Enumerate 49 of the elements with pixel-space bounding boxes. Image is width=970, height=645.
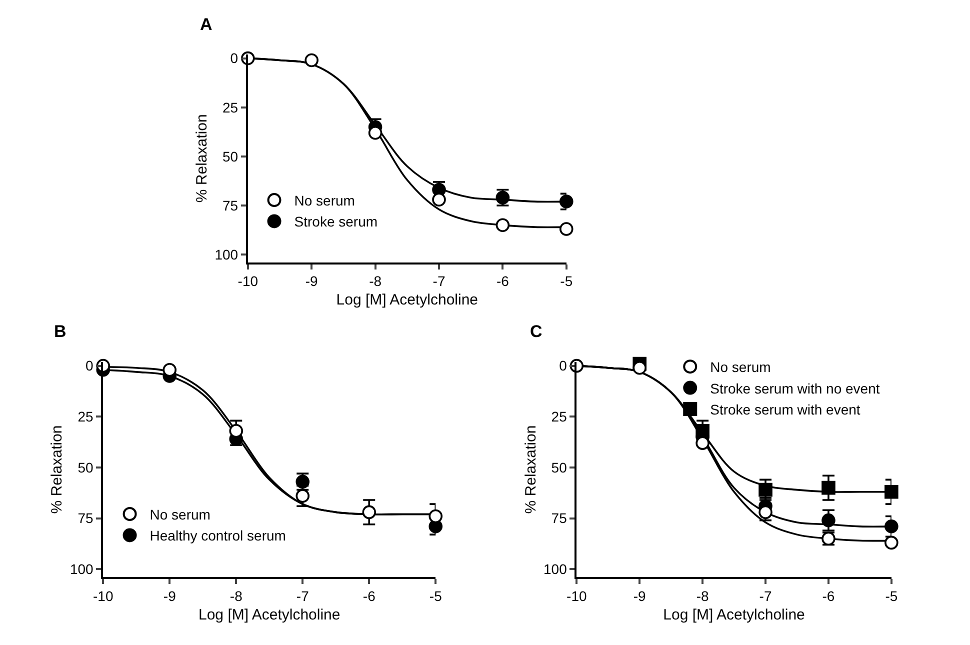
y-tick-label: 25 <box>551 408 568 425</box>
chart-title: A <box>200 15 212 34</box>
y-axis-title: % Relaxation <box>522 425 540 514</box>
legend-label: Healthy control serum <box>150 528 286 544</box>
y-tick-label: 100 <box>70 561 94 578</box>
x-tick-label: -8 <box>369 273 382 290</box>
x-tick-label: -7 <box>432 273 446 290</box>
x-tick-label: -5 <box>429 588 442 604</box>
x-tick-label: -7 <box>759 588 772 604</box>
x-tick-label: -8 <box>230 588 243 604</box>
x-tick-label: -6 <box>496 273 510 290</box>
legend-label: No serum <box>294 192 355 208</box>
y-tick-label: 75 <box>551 510 568 526</box>
y-tick-label: 100 <box>214 246 238 262</box>
x-axis-title: Log [M] Acetylcholine <box>336 292 478 309</box>
y-tick-label: 75 <box>222 197 238 214</box>
legend-label: Stroke serum with event <box>710 401 860 418</box>
x-axis-title: Log [M] Acetylcholine <box>198 606 340 624</box>
legend-label: Stroke serum with no event <box>710 380 880 396</box>
x-tick-label: -5 <box>560 273 573 290</box>
x-tick-label: -9 <box>305 273 318 290</box>
legend-label: No serum <box>710 359 771 376</box>
y-tick-label: 0 <box>559 358 568 374</box>
x-tick-label: -10 <box>93 588 114 604</box>
y-tick-label: 50 <box>78 459 94 476</box>
legend-label: No serum <box>150 506 210 522</box>
legend-label: Stroke serum <box>294 214 378 230</box>
y-tick-label: 0 <box>230 50 238 66</box>
x-tick-label: -8 <box>696 588 709 604</box>
y-tick-label: 50 <box>222 148 238 164</box>
x-tick-label: -5 <box>885 588 898 604</box>
y-axis-title: % Relaxation <box>48 425 66 514</box>
y-tick-label: 0 <box>86 358 94 374</box>
x-tick-label: -9 <box>163 588 176 604</box>
x-tick-label: -6 <box>362 588 376 604</box>
x-axis-title: Log [M] Acetylcholine <box>663 606 805 624</box>
y-tick-label: 100 <box>544 561 568 578</box>
x-tick-label: -10 <box>238 273 258 290</box>
y-axis-title: % Relaxation <box>193 114 210 203</box>
y-tick-label: 25 <box>78 408 94 425</box>
x-tick-label: -10 <box>566 588 587 604</box>
y-tick-label: 25 <box>222 99 238 116</box>
y-tick-label: 50 <box>551 459 568 476</box>
x-tick-label: -9 <box>633 588 646 604</box>
y-tick-label: 75 <box>78 510 94 526</box>
x-tick-label: -7 <box>296 588 310 604</box>
chart-title: B <box>54 322 66 341</box>
chart-title: C <box>530 322 542 341</box>
x-tick-label: -6 <box>822 588 835 604</box>
